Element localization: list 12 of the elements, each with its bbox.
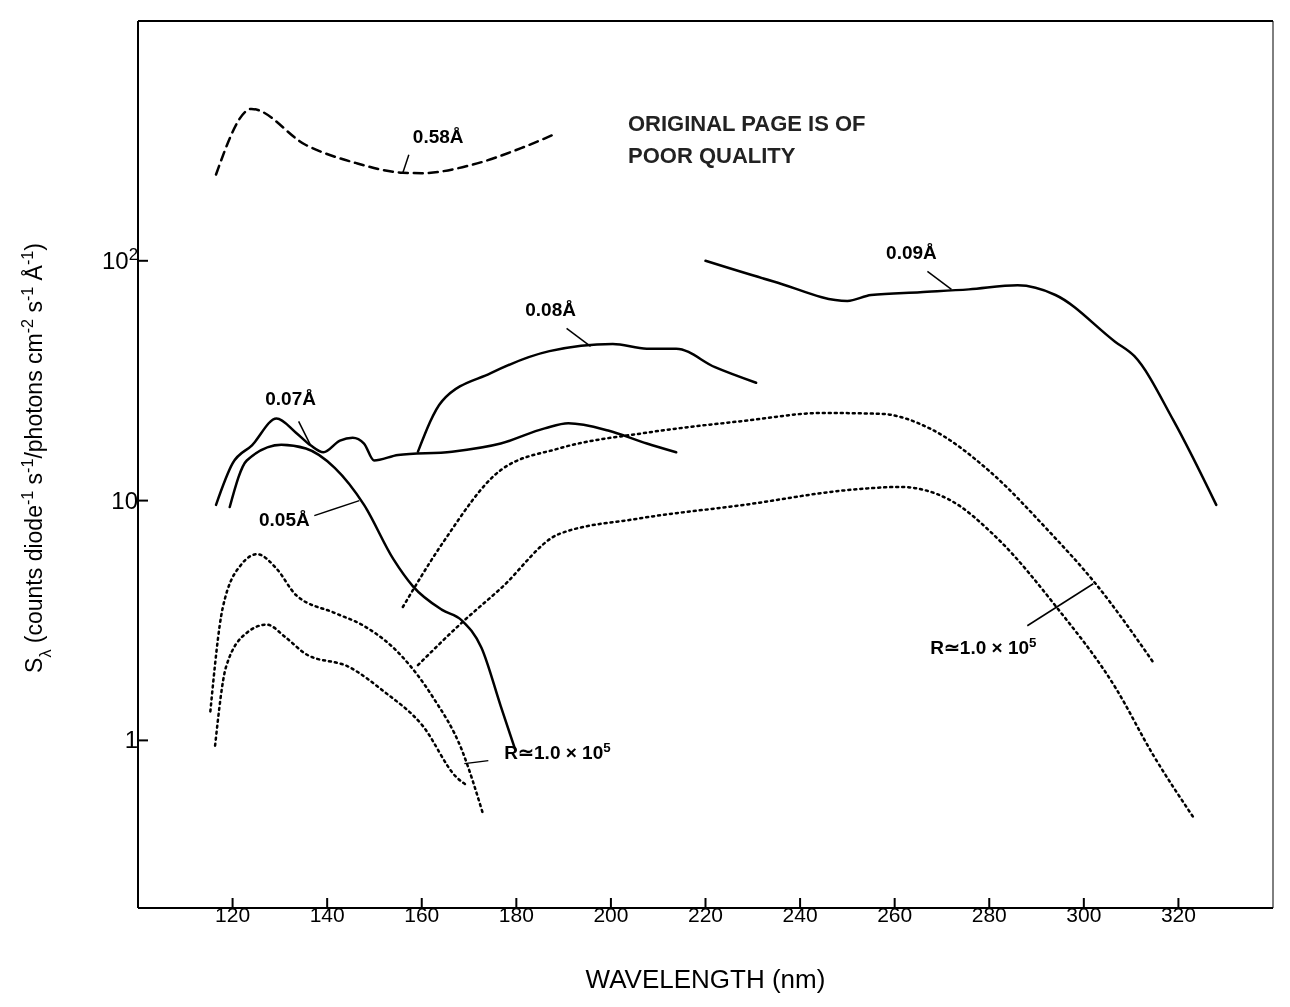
annotation: 0.09Å: [886, 242, 938, 264]
y-tick-label: 10$^{2}$: [101, 244, 138, 274]
annotation: 0.05Å: [258, 508, 310, 530]
annotation: 0.07Å: [265, 388, 317, 410]
annotation: 0.08Å: [525, 299, 577, 321]
x-axis-title: WAVELENGTH (nm): [585, 964, 826, 994]
y-tick-label: 1: [124, 726, 138, 754]
annotation: R≃1.0 × 10$^{5}$: [930, 634, 1038, 658]
annotation: 0.58Å: [412, 125, 464, 147]
y-tick-label: 10: [111, 486, 138, 514]
annotation: R≃1.0 × 10$^{5}$: [504, 739, 612, 763]
annotation: ORIGINAL PAGE IS OF POOR QUALITY: [628, 110, 867, 170]
